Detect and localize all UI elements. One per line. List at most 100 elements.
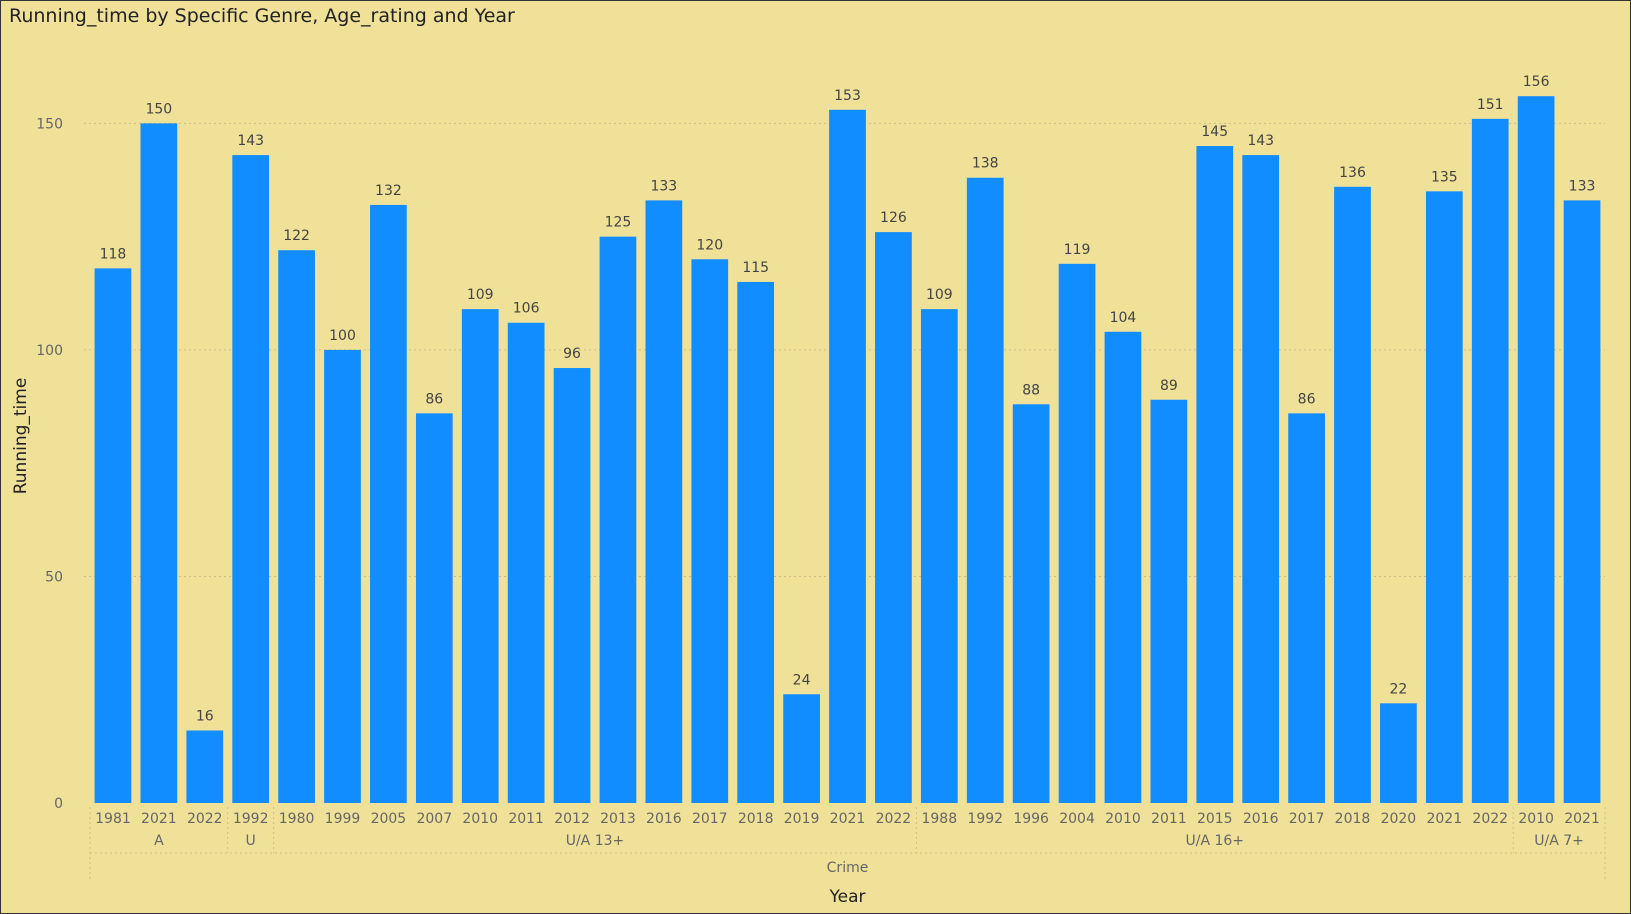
bar — [599, 236, 637, 803]
bar — [415, 413, 453, 803]
x-tick-label: 2013 — [600, 811, 636, 827]
x-tick-label: 2021 — [1426, 811, 1462, 827]
data-label: 106 — [513, 301, 540, 317]
x-tick-label: 1980 — [279, 811, 315, 827]
data-label: 119 — [1064, 242, 1091, 258]
bar — [1242, 155, 1280, 803]
data-label: 153 — [834, 88, 861, 104]
x-tick-label: 2021 — [830, 811, 866, 827]
bar — [1196, 146, 1234, 804]
supergroup-label: Crime — [827, 860, 869, 876]
group-label: U/A 7+ — [1534, 833, 1584, 849]
data-label: 136 — [1339, 165, 1366, 181]
group-label: U/A 13+ — [566, 833, 625, 849]
x-tick-label: 1992 — [233, 811, 269, 827]
x-tick-label: 2020 — [1381, 811, 1417, 827]
data-label: 89 — [1160, 378, 1178, 394]
chart-title: Running_time by Specific Genre, Age_rati… — [9, 5, 515, 27]
x-tick-label: 1992 — [967, 811, 1003, 827]
x-tick-label: 2010 — [1105, 811, 1141, 827]
bar — [1380, 703, 1417, 803]
x-tick-label: 2007 — [416, 811, 452, 827]
bar — [829, 109, 866, 804]
bar — [966, 177, 1004, 804]
y-axis-title: Running_time — [11, 378, 31, 495]
bar — [1288, 413, 1325, 803]
y-tick-label: 150 — [36, 116, 63, 132]
bar — [94, 268, 132, 803]
x-tick-label: 1999 — [325, 811, 361, 827]
data-label: 126 — [880, 210, 907, 226]
x-tick-label: 2004 — [1059, 811, 1095, 827]
data-label: 96 — [563, 346, 581, 362]
x-tick-label: 2017 — [692, 811, 728, 827]
x-tick-label: 2016 — [646, 811, 682, 827]
bar — [1012, 404, 1050, 803]
data-label: 143 — [1247, 133, 1274, 149]
data-label: 109 — [926, 287, 953, 303]
data-label: 118 — [100, 246, 127, 262]
data-label: 88 — [1022, 382, 1040, 398]
data-label: 120 — [696, 237, 723, 253]
x-tick-label: 2005 — [371, 811, 407, 827]
x-tick-label: 2021 — [141, 811, 177, 827]
data-label: 100 — [329, 328, 356, 344]
bar — [1058, 263, 1096, 803]
data-label: 16 — [196, 709, 214, 725]
bar — [278, 250, 315, 804]
data-label: 143 — [237, 133, 264, 149]
x-axis-title: Year — [829, 887, 866, 907]
bar — [920, 309, 958, 803]
group-label: A — [154, 833, 164, 849]
data-label: 133 — [650, 178, 677, 194]
data-label: 22 — [1389, 681, 1407, 697]
bar — [645, 200, 683, 803]
x-tick-label: 2018 — [1335, 811, 1371, 827]
data-label: 109 — [467, 287, 494, 303]
x-tick-label: 2011 — [508, 811, 544, 827]
x-tick-label: 1996 — [1013, 811, 1049, 827]
bar — [370, 204, 407, 804]
bar — [553, 368, 591, 803]
data-label: 115 — [742, 260, 769, 276]
bar — [1104, 331, 1142, 803]
data-label: 132 — [375, 183, 402, 199]
bar — [1517, 96, 1555, 804]
bar — [691, 259, 729, 804]
x-tick-label: 1981 — [95, 811, 131, 827]
group-label: U — [246, 833, 256, 849]
bar — [140, 123, 178, 804]
x-tick-label: 2022 — [187, 811, 223, 827]
x-tick-label: 2016 — [1243, 811, 1279, 827]
bar — [1471, 118, 1509, 804]
x-tick-label: 2010 — [1518, 811, 1554, 827]
bar — [507, 322, 545, 803]
data-label: 125 — [605, 215, 632, 231]
data-label: 86 — [425, 391, 443, 407]
data-label: 145 — [1201, 124, 1228, 140]
bar — [186, 730, 224, 803]
data-label: 24 — [793, 672, 811, 688]
data-label: 135 — [1431, 169, 1458, 185]
bar — [1334, 186, 1371, 803]
x-tick-label: 2011 — [1151, 811, 1187, 827]
data-label: 156 — [1523, 74, 1550, 90]
x-tick-label: 2018 — [738, 811, 774, 827]
y-tick-label: 0 — [54, 796, 63, 812]
bar — [324, 349, 361, 803]
group-label: U/A 16+ — [1185, 833, 1244, 849]
x-tick-label: 2015 — [1197, 811, 1233, 827]
x-tick-label: 2012 — [554, 811, 590, 827]
bar — [737, 281, 775, 803]
y-tick-label: 100 — [36, 343, 63, 359]
data-label: 86 — [1298, 391, 1316, 407]
data-label: 151 — [1477, 97, 1504, 113]
x-tick-label: 2022 — [1472, 811, 1508, 827]
data-label: 122 — [283, 228, 310, 244]
bar — [232, 155, 270, 803]
y-tick-label: 50 — [45, 569, 63, 585]
data-label: 104 — [1110, 310, 1137, 326]
x-tick-label: 2010 — [462, 811, 498, 827]
